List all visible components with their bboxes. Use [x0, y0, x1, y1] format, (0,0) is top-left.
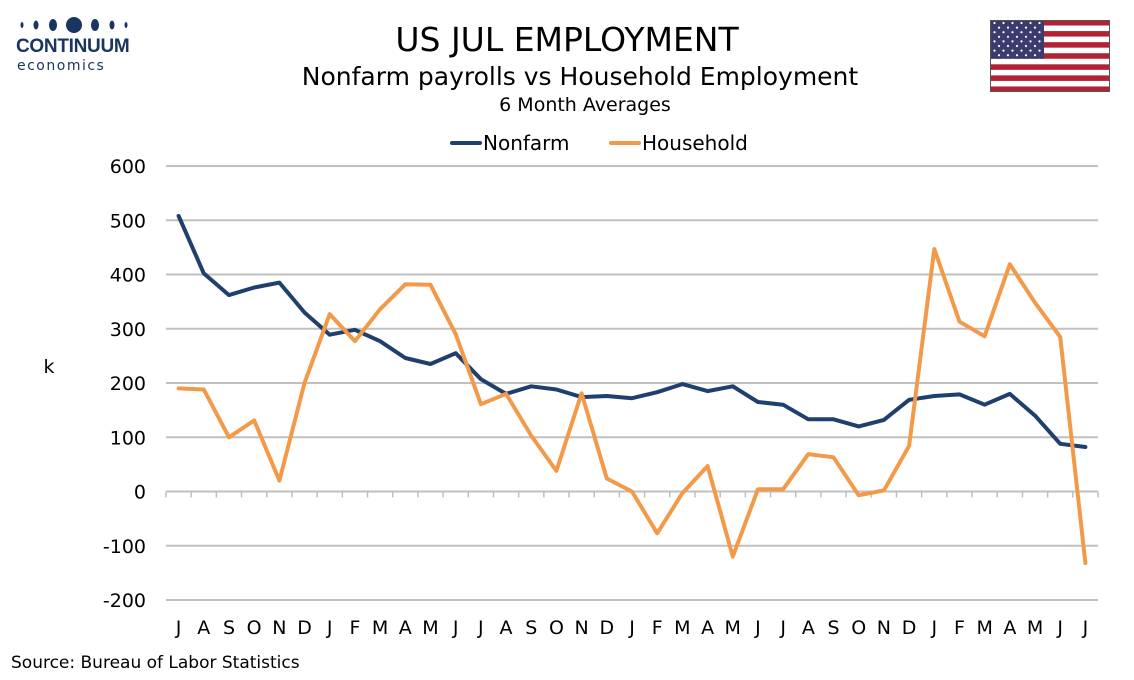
x-tick-label: J — [175, 617, 182, 639]
x-tick-label: A — [701, 617, 714, 639]
series-line-household — [176, 247, 1088, 566]
y-tick-label: 500 — [110, 210, 146, 232]
continuum-logo: CONTINUUM economics — [12, 14, 142, 78]
x-tick-label: J — [754, 617, 761, 639]
y-tick-label: -200 — [103, 590, 146, 612]
x-tick-label: A — [802, 617, 815, 639]
x-tick-label: J — [452, 617, 459, 639]
x-tick-label: J — [1082, 617, 1089, 639]
logo-dots-icon — [20, 17, 128, 33]
chart-subtitle: Nonfarm payrolls vs Household Employment — [301, 62, 859, 91]
x-tick-label: N — [575, 617, 589, 639]
x-tick-label: D — [902, 617, 917, 639]
x-tick-label: J — [477, 617, 484, 639]
y-tick-label: 600 — [110, 156, 146, 178]
chart-subtitle-2: 6 Month Averages — [499, 94, 671, 116]
y-axis-label: k — [43, 356, 54, 378]
x-tick-label: F — [652, 617, 663, 639]
source-note: Source: Bureau of Labor Statistics — [11, 653, 300, 673]
x-tick-label: M — [976, 617, 992, 639]
y-tick-label: 300 — [110, 319, 146, 341]
x-tick-label: S — [525, 617, 537, 639]
x-tick-label: O — [851, 617, 866, 639]
x-tick-label: O — [247, 617, 262, 639]
x-tick-label: J — [930, 617, 937, 639]
y-tick-label: 0 — [134, 482, 146, 504]
brand-sub: economics — [17, 58, 106, 74]
x-tick-label: A — [399, 617, 412, 639]
x-tick-label: J — [1056, 617, 1063, 639]
x-tick-label: J — [326, 617, 333, 639]
x-tick-label: S — [827, 617, 839, 639]
x-tick-label: N — [272, 617, 286, 639]
y-tick-label: 400 — [110, 265, 146, 287]
x-tick-label: F — [349, 617, 360, 639]
series-line-nonfarm — [176, 213, 1088, 449]
x-tick-label: M — [372, 617, 388, 639]
x-tick-label: D — [599, 617, 614, 639]
x-tick-label: M — [1027, 617, 1043, 639]
us-flag-icon — [990, 20, 1110, 92]
legend-label-nonfarm: Nonfarm — [483, 131, 570, 155]
chart-title: US JUL EMPLOYMENT — [395, 20, 739, 59]
x-tick-label: A — [197, 617, 210, 639]
x-tick-label: S — [223, 617, 235, 639]
x-tick-label: M — [725, 617, 741, 639]
x-tick-label: A — [500, 617, 513, 639]
brand-name: CONTINUUM — [16, 36, 130, 57]
x-tick-label: D — [297, 617, 312, 639]
x-tick-label: J — [779, 617, 786, 639]
legend-label-household: Household — [642, 131, 748, 155]
y-tick-label: 200 — [110, 373, 146, 395]
x-tick-label: J — [628, 617, 635, 639]
x-tick-label: N — [877, 617, 891, 639]
x-tick-label: M — [422, 617, 438, 639]
x-tick-label: O — [549, 617, 564, 639]
x-tick-label: M — [674, 617, 690, 639]
x-tick-label: F — [954, 617, 965, 639]
y-tick-label: -100 — [103, 536, 146, 558]
x-tick-label: A — [1003, 617, 1016, 639]
y-tick-label: 100 — [110, 427, 146, 449]
